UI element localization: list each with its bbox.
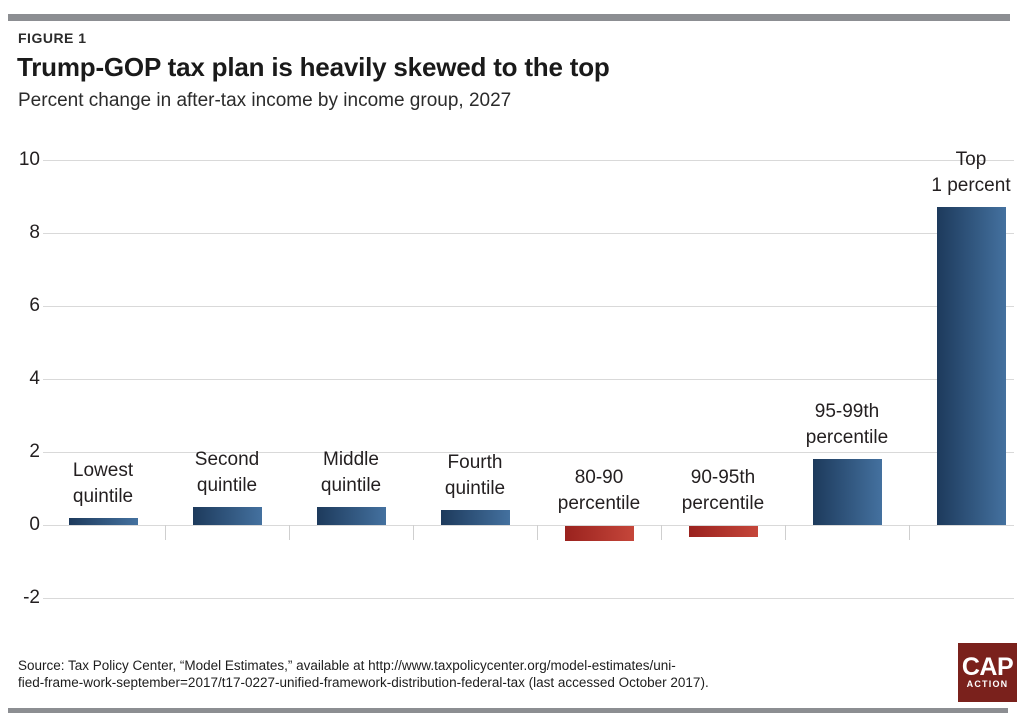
category-label: Fourth quintile bbox=[413, 450, 537, 502]
category-boundary-tick bbox=[909, 525, 910, 540]
category-label-line: percentile bbox=[681, 493, 765, 514]
bar-chart: 10 8 6 4 2 0 -2 Lowest quintile Second quintile Mid… bbox=[18, 147, 1024, 608]
category-label: 90-95th percentile bbox=[661, 465, 785, 517]
category-boundary-tick bbox=[785, 525, 786, 540]
category-label-line: quintile bbox=[72, 486, 134, 507]
chart-subtitle: Percent change in after-tax income by in… bbox=[18, 90, 512, 111]
bar-fourth-quintile bbox=[440, 510, 510, 525]
gridline bbox=[43, 160, 1014, 161]
bar-middle-quintile bbox=[316, 507, 386, 525]
category-label-line: 1 percent bbox=[931, 175, 1011, 196]
bar-top-1-percent bbox=[936, 207, 1006, 525]
category-label-line: percentile bbox=[805, 427, 889, 448]
y-axis-tick-label: 8 bbox=[29, 222, 40, 243]
category-label: Lowest quintile bbox=[41, 458, 165, 510]
gridline bbox=[43, 452, 1014, 453]
category-boundary-tick bbox=[289, 525, 290, 540]
category-label-line: quintile bbox=[320, 475, 382, 496]
category-label: Top 1 percent bbox=[909, 147, 1024, 199]
category-label-line: quintile bbox=[444, 478, 506, 499]
y-axis-tick-label: -2 bbox=[23, 587, 40, 608]
cap-action-logo: CAP ACTION bbox=[958, 643, 1017, 702]
page-title: Trump-GOP tax plan is heavily skewed to … bbox=[17, 52, 610, 82]
bar-90-95th-percentile bbox=[688, 526, 758, 537]
y-axis-tick-label: 6 bbox=[29, 295, 40, 316]
category-label-line: Middle bbox=[323, 449, 379, 470]
category-boundary-tick bbox=[165, 525, 166, 540]
category-label-line: 80-90 bbox=[574, 467, 624, 488]
gridline bbox=[43, 233, 1014, 234]
bottom-accent-bar bbox=[8, 708, 1008, 713]
category-label-line: 90-95th bbox=[690, 467, 756, 488]
category-label-line: Top bbox=[955, 149, 987, 170]
category-label: Middle quintile bbox=[289, 447, 413, 499]
category-boundary-tick bbox=[413, 525, 414, 540]
bar-80-90-percentile bbox=[564, 526, 634, 541]
logo-cap-text: CAP bbox=[961, 653, 1014, 681]
bar-lowest-quintile bbox=[68, 518, 138, 525]
gridline bbox=[43, 598, 1014, 599]
category-boundary-tick bbox=[537, 525, 538, 540]
bar-95-99th-percentile bbox=[812, 459, 882, 525]
logo-action-text: ACTION bbox=[966, 679, 1009, 689]
category-label: 95-99th percentile bbox=[785, 399, 909, 451]
category-label-line: Second bbox=[194, 449, 260, 470]
gridline bbox=[43, 306, 1014, 307]
category-label: 80-90 percentile bbox=[537, 465, 661, 517]
y-axis-tick-label: 0 bbox=[29, 514, 40, 535]
bar-second-quintile bbox=[192, 507, 262, 525]
figure-label: FIGURE 1 bbox=[18, 30, 87, 46]
category-label-line: quintile bbox=[196, 475, 258, 496]
y-axis-tick-label: 4 bbox=[29, 368, 40, 389]
category-label: Second quintile bbox=[165, 447, 289, 499]
category-label-line: Fourth bbox=[447, 452, 503, 473]
category-boundary-tick bbox=[661, 525, 662, 540]
source-line-1: Source: Tax Policy Center, “Model Estima… bbox=[18, 658, 676, 673]
y-axis-tick-label: 10 bbox=[18, 149, 40, 170]
source-note: Source: Tax Policy Center, “Model Estima… bbox=[18, 657, 798, 691]
category-label-line: 95-99th bbox=[814, 401, 880, 422]
y-axis-tick-label: 2 bbox=[29, 441, 40, 462]
gridline bbox=[43, 525, 1014, 526]
top-accent-bar bbox=[8, 14, 1010, 21]
source-line-2: fied-frame-work-september=2017/t17-0227-… bbox=[18, 675, 709, 690]
category-label-line: Lowest bbox=[72, 460, 134, 481]
category-label-line: percentile bbox=[557, 493, 641, 514]
gridline bbox=[43, 379, 1014, 380]
